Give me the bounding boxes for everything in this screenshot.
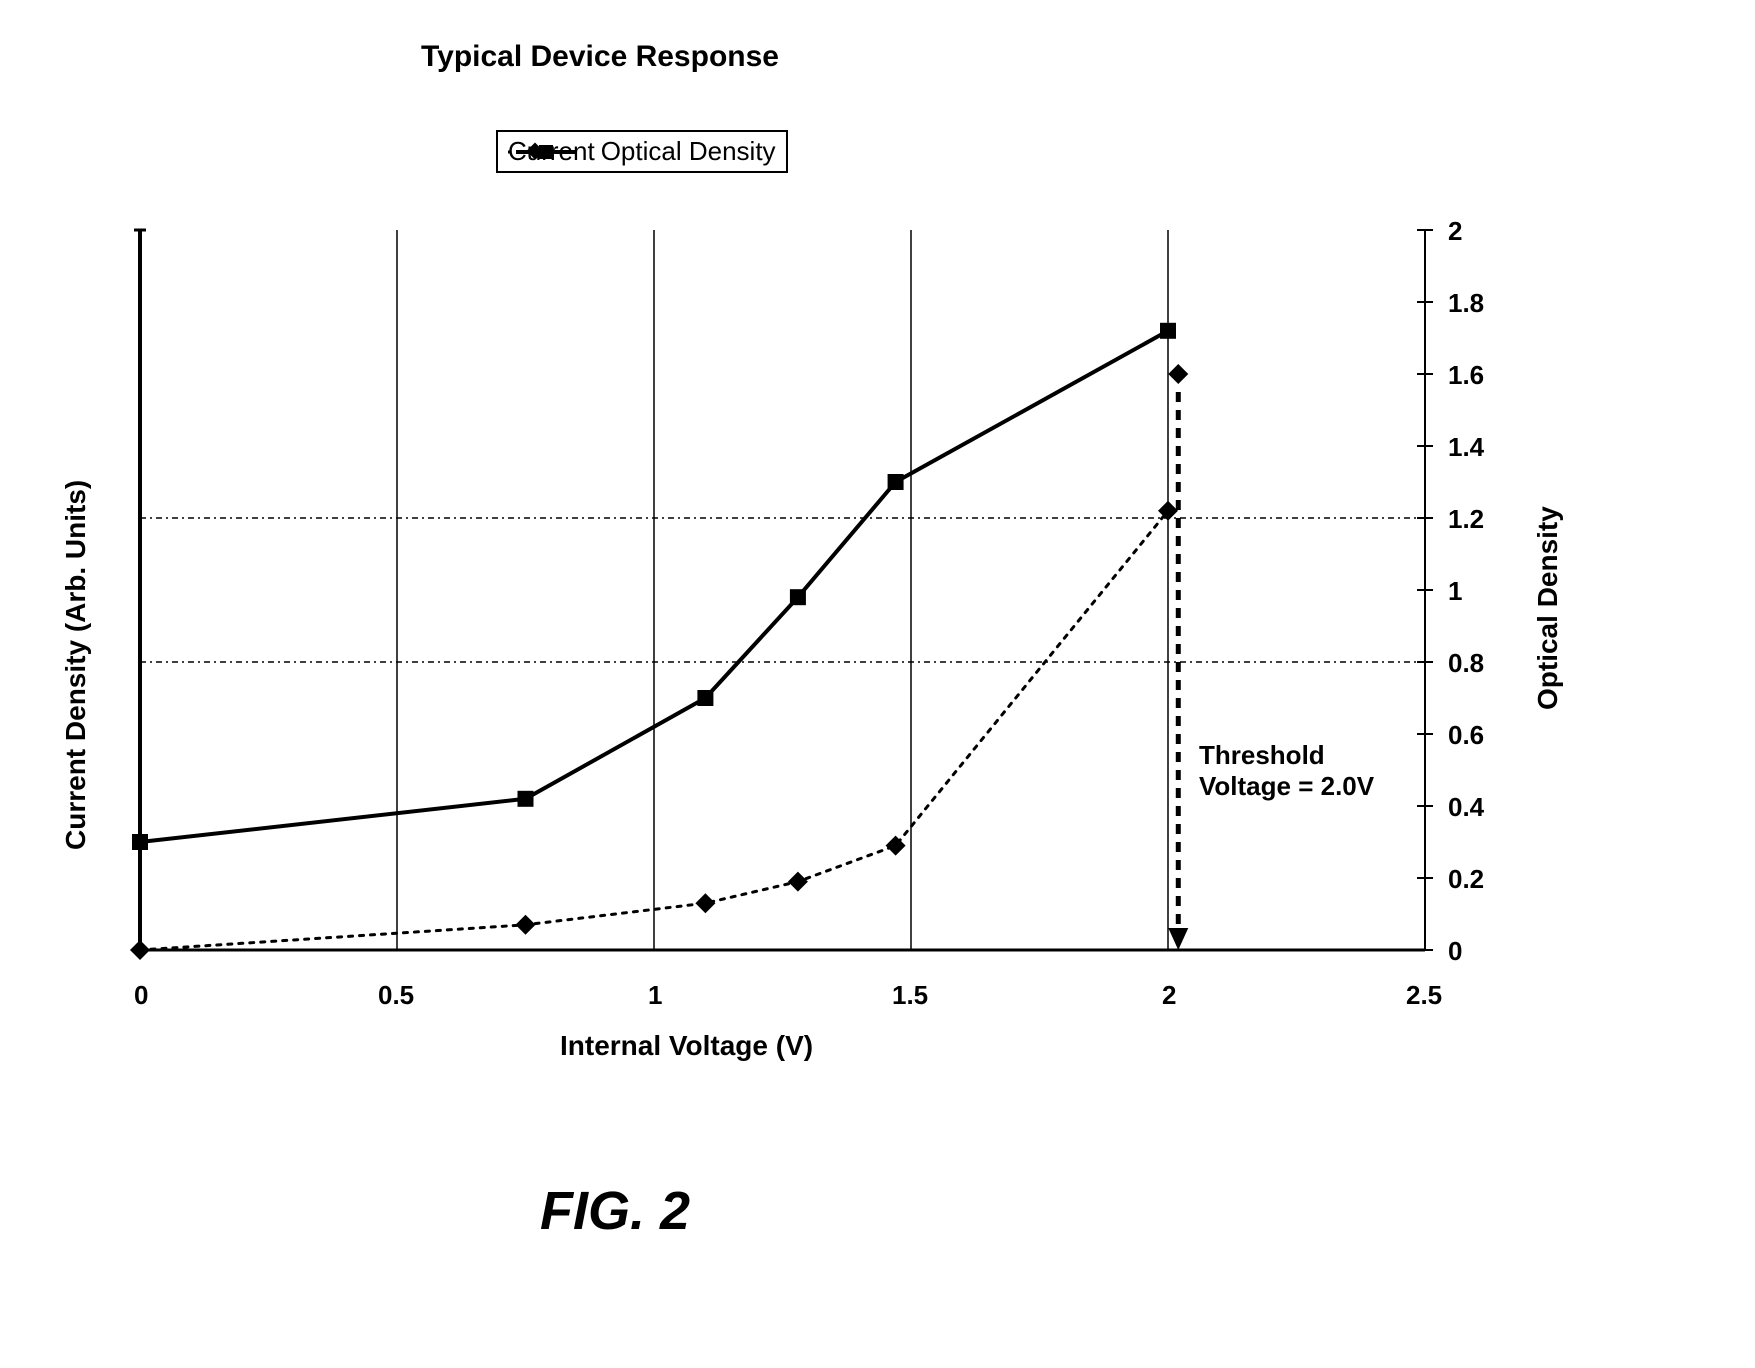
y-right-axis-label: Optical Density: [1532, 506, 1564, 710]
y-tick-0p4: 0.4: [1448, 792, 1484, 823]
threshold-annotation-line2: Voltage = 2.0V: [1199, 771, 1374, 802]
x-tick-1: 1: [648, 980, 662, 1011]
figure-label: FIG. 2: [540, 1180, 690, 1242]
y-tick-1p4: 1.4: [1448, 432, 1484, 463]
y-tick-0: 0: [1448, 936, 1462, 967]
threshold-annotation: Threshold Voltage = 2.0V: [1199, 740, 1374, 802]
y-tick-2: 2: [1448, 216, 1462, 247]
x-tick-1p5: 1.5: [892, 980, 928, 1011]
figure-label-text: FIG. 2: [540, 1181, 690, 1241]
x-tick-0: 0: [134, 980, 148, 1011]
y-tick-1p6: 1.6: [1448, 360, 1484, 391]
x-tick-0p5: 0.5: [378, 980, 414, 1011]
y-right-axis-label-text: Optical Density: [1532, 506, 1563, 710]
y-tick-1p8: 1.8: [1448, 288, 1484, 319]
y-tick-1p2: 1.2: [1448, 504, 1484, 535]
threshold-annotation-line1: Threshold: [1199, 740, 1374, 771]
x-axis-label: Internal Voltage (V): [560, 1030, 813, 1062]
y-tick-1: 1: [1448, 576, 1462, 607]
chart-plot: [0, 0, 1755, 1200]
x-tick-2p5: 2.5: [1406, 980, 1442, 1011]
y-left-axis-label: Current Density (Arb. Units): [60, 480, 92, 850]
x-tick-2: 2: [1162, 980, 1176, 1011]
y-tick-0p8: 0.8: [1448, 648, 1484, 679]
x-axis-label-text: Internal Voltage (V): [560, 1030, 813, 1061]
y-left-axis-label-text: Current Density (Arb. Units): [60, 480, 91, 850]
y-tick-0p6: 0.6: [1448, 720, 1484, 751]
y-tick-0p2: 0.2: [1448, 864, 1484, 895]
